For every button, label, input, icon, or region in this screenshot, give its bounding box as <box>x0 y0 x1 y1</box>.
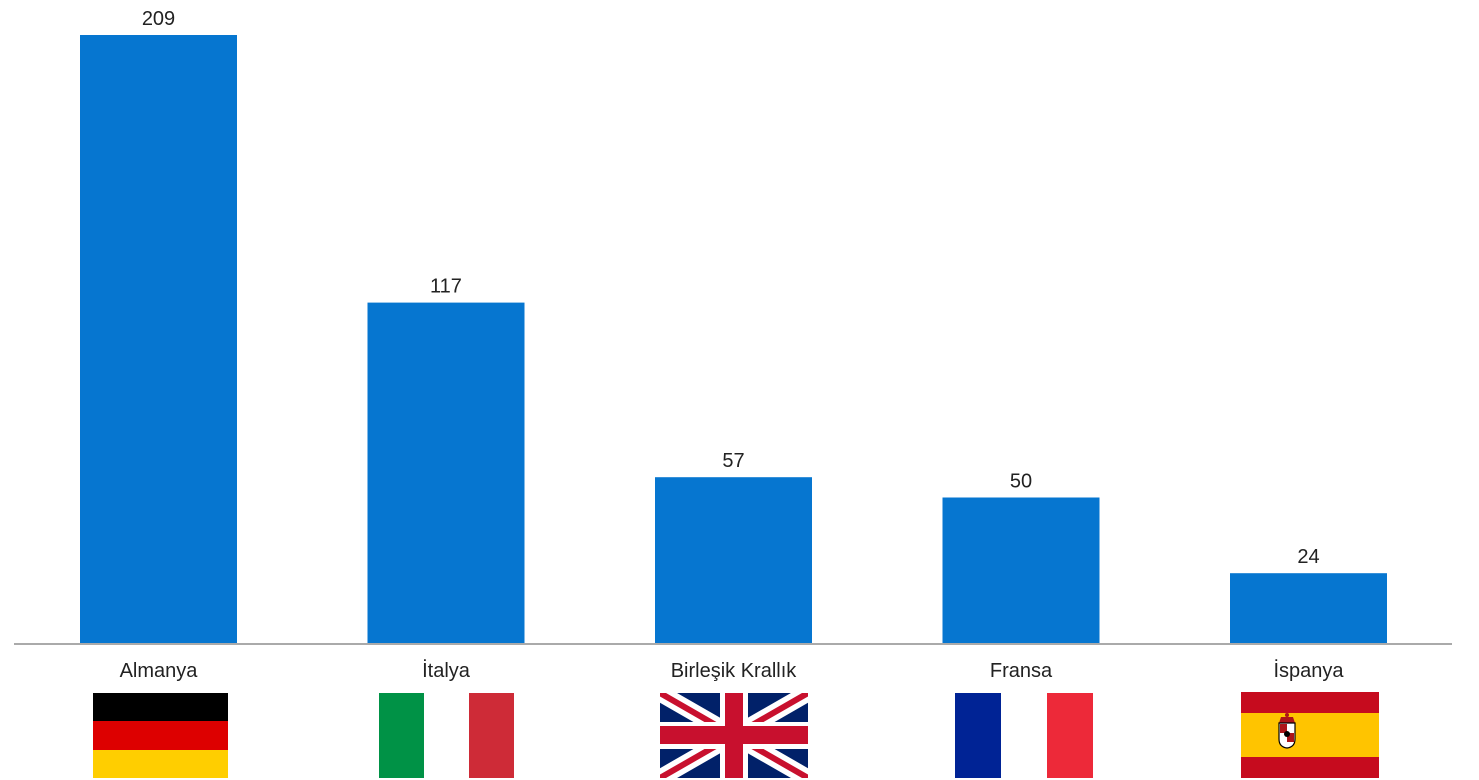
x-tick-label-3: Fransa <box>990 660 1053 682</box>
flags <box>93 692 1379 778</box>
germany-flag <box>93 693 228 778</box>
spain-coat-of-arms-icon <box>1278 713 1296 749</box>
data-labels: 209 117 57 50 24 <box>142 8 1320 568</box>
data-label-4: 24 <box>1297 546 1319 568</box>
italy-flag <box>379 693 514 778</box>
x-tick-labels: Almanya İtalya Birleşik Krallık Fransa İspan… <box>120 659 1345 682</box>
bar-1 <box>367 302 525 643</box>
spain-flag <box>1241 692 1379 778</box>
x-tick-label-0: Almanya <box>120 660 199 682</box>
france-flag <box>955 693 1093 778</box>
bar-3 <box>942 497 1100 643</box>
bar-4 <box>1230 573 1387 643</box>
x-tick-label-2: Birleşik Krallık <box>671 660 798 682</box>
bar-0 <box>80 35 237 643</box>
united-kingdom-flag <box>660 693 808 778</box>
data-label-3: 50 <box>1010 471 1032 493</box>
data-label-2: 57 <box>722 450 744 472</box>
data-label-1: 117 <box>430 276 462 298</box>
x-tick-label-1: İtalya <box>422 659 471 682</box>
bar-2 <box>655 477 812 643</box>
bars <box>80 35 1387 643</box>
x-tick-label-4: İspanya <box>1273 659 1344 682</box>
data-label-0: 209 <box>142 8 175 30</box>
